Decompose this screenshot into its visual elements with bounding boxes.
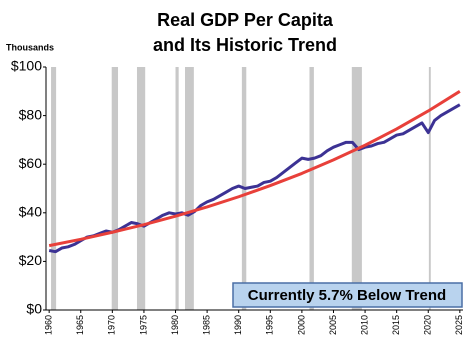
recession-band: [428, 67, 431, 310]
y-tick-label: $100: [11, 58, 42, 74]
x-tick-label: 1995: [265, 315, 275, 335]
y-tick-label: $80: [19, 106, 43, 122]
recession-band: [136, 67, 146, 310]
recession-band: [351, 67, 362, 310]
series-line: [48, 90, 461, 248]
recession-band: [185, 67, 194, 310]
x-tick-label: 1970: [107, 315, 117, 335]
x-tick-label: 2000: [296, 315, 306, 335]
y-tick-label: $40: [19, 204, 43, 220]
annotation-box: [232, 282, 463, 308]
recession-band: [51, 67, 57, 310]
y-tick-label: $60: [19, 155, 43, 171]
x-tick-label: 1965: [75, 315, 85, 335]
y-tick-label: $0: [26, 301, 42, 317]
x-tick-label: 2005: [328, 315, 338, 335]
x-tick-label: 2015: [391, 315, 401, 335]
x-tick-label: 1990: [233, 315, 243, 335]
annotation: Currently 5.7% Below Trend: [248, 287, 446, 304]
recession-band: [175, 67, 179, 310]
x-tick-label: 2010: [359, 315, 369, 335]
x-tick-label: 2025: [454, 315, 464, 335]
x-tick-label: 2020: [423, 315, 433, 335]
chart-title: Real GDP Per Capita: [157, 10, 334, 30]
x-tick-label: 1985: [201, 315, 211, 335]
x-tick-label: 1975: [138, 315, 148, 335]
recession-band: [309, 67, 314, 310]
x-tick-label: 1980: [170, 315, 180, 335]
chart-title: and Its Historic Trend: [153, 35, 337, 55]
x-tick-label: 1960: [44, 315, 54, 335]
y-unit-label: Thousands: [6, 42, 54, 52]
y-tick-label: $20: [19, 252, 43, 268]
recession-band: [111, 67, 119, 310]
